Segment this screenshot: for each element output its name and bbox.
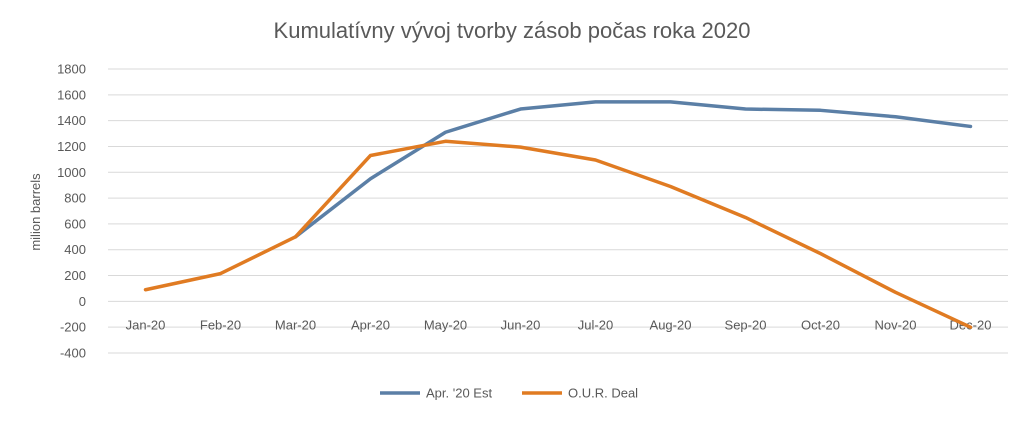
y-tick-label: 800	[64, 191, 86, 206]
legend: Apr. '20 Est O.U.R. Deal	[380, 386, 638, 401]
y-axis-title: milion barrels	[28, 173, 43, 251]
x-tick-label: Sep-20	[725, 317, 767, 332]
y-tick-label: 200	[64, 268, 86, 283]
x-tick-label: Oct-20	[801, 317, 840, 332]
series-lines	[143, 100, 973, 329]
x-tick-label: Mar-20	[275, 317, 316, 332]
y-tick-label: 1400	[57, 113, 86, 128]
x-tick-label: Jul-20	[578, 317, 613, 332]
series-line-0	[293, 100, 973, 239]
x-tick-label: Feb-20	[200, 317, 241, 332]
y-tick-label: -400	[60, 346, 86, 361]
x-tick-label: Apr-20	[351, 317, 390, 332]
legend-label: Apr. '20 Est	[426, 386, 492, 401]
y-tick-label: 1800	[57, 62, 86, 77]
y-tick-label: 1600	[57, 87, 86, 102]
x-tick-label: Jun-20	[501, 317, 541, 332]
x-tick-label: May-20	[424, 317, 467, 332]
x-tick-label: Nov-20	[875, 317, 917, 332]
x-axis-ticks: Jan-20 Feb-20 Mar-20 Apr-20 May-20 Jun-20 Jul-…	[126, 317, 992, 332]
y-tick-label: 1000	[57, 165, 86, 180]
y-tick-label: 600	[64, 216, 86, 231]
y-tick-label: 400	[64, 242, 86, 257]
x-tick-label: Jan-20	[126, 317, 166, 332]
x-tick-label: Aug-20	[650, 317, 692, 332]
series-line-1	[143, 139, 973, 329]
y-tick-label: 1200	[57, 139, 86, 154]
y-tick-label: -200	[60, 320, 86, 335]
gridlines	[108, 68, 1008, 354]
chart-title: Kumulatívny vývoj tvorby zásob počas rok…	[274, 18, 751, 43]
legend-label: O.U.R. Deal	[568, 386, 638, 401]
y-tick-label: 0	[79, 294, 86, 309]
y-axis-ticks: -400 -200 0 200 400 600 800 1000 1200 1400 1600 180…	[57, 62, 86, 361]
